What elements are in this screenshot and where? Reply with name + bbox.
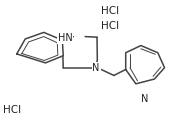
- Text: HCl: HCl: [3, 105, 21, 115]
- Text: N: N: [93, 63, 100, 73]
- Text: HN: HN: [58, 33, 73, 43]
- Text: HCl: HCl: [101, 6, 119, 16]
- Text: HCl: HCl: [101, 21, 119, 31]
- Text: N: N: [141, 94, 149, 104]
